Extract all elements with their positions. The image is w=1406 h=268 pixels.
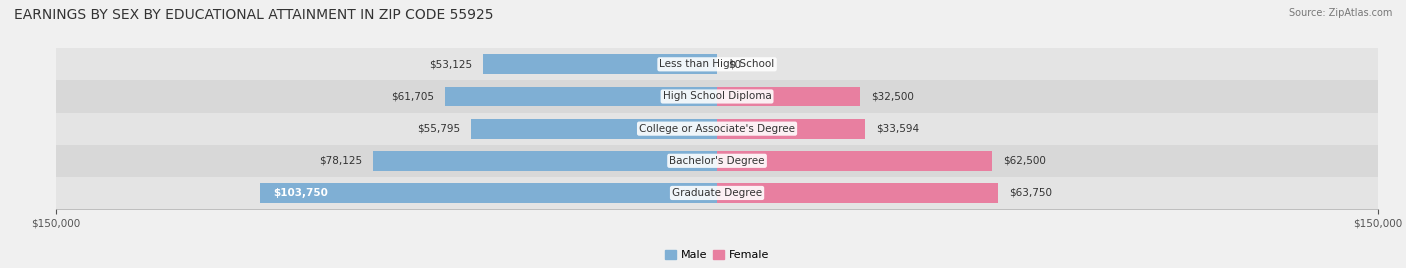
Text: Less than High School: Less than High School bbox=[659, 59, 775, 69]
Bar bbox=[260, 183, 717, 203]
Bar bbox=[717, 151, 993, 171]
Legend: Male, Female: Male, Female bbox=[661, 245, 773, 265]
Text: $53,125: $53,125 bbox=[429, 59, 472, 69]
Text: $55,795: $55,795 bbox=[418, 124, 460, 134]
Text: $32,500: $32,500 bbox=[872, 91, 914, 102]
Bar bbox=[56, 80, 1378, 113]
Text: $0: $0 bbox=[728, 59, 741, 69]
Text: Graduate Degree: Graduate Degree bbox=[672, 188, 762, 198]
Bar bbox=[373, 151, 717, 171]
Bar bbox=[717, 183, 998, 203]
Text: Bachelor's Degree: Bachelor's Degree bbox=[669, 156, 765, 166]
Bar bbox=[484, 54, 717, 74]
Text: $33,594: $33,594 bbox=[876, 124, 920, 134]
Bar bbox=[717, 119, 865, 139]
Text: $78,125: $78,125 bbox=[319, 156, 361, 166]
Text: Source: ZipAtlas.com: Source: ZipAtlas.com bbox=[1288, 8, 1392, 18]
Text: $63,750: $63,750 bbox=[1010, 188, 1052, 198]
Bar bbox=[56, 113, 1378, 145]
Bar bbox=[56, 145, 1378, 177]
Text: High School Diploma: High School Diploma bbox=[662, 91, 772, 102]
Text: $62,500: $62,500 bbox=[1004, 156, 1046, 166]
Bar bbox=[717, 87, 860, 106]
Bar bbox=[56, 48, 1378, 80]
Text: EARNINGS BY SEX BY EDUCATIONAL ATTAINMENT IN ZIP CODE 55925: EARNINGS BY SEX BY EDUCATIONAL ATTAINMEN… bbox=[14, 8, 494, 22]
Text: $103,750: $103,750 bbox=[273, 188, 328, 198]
Bar bbox=[446, 87, 717, 106]
Bar bbox=[471, 119, 717, 139]
Bar bbox=[56, 177, 1378, 209]
Text: College or Associate's Degree: College or Associate's Degree bbox=[640, 124, 794, 134]
Text: $61,705: $61,705 bbox=[391, 91, 434, 102]
